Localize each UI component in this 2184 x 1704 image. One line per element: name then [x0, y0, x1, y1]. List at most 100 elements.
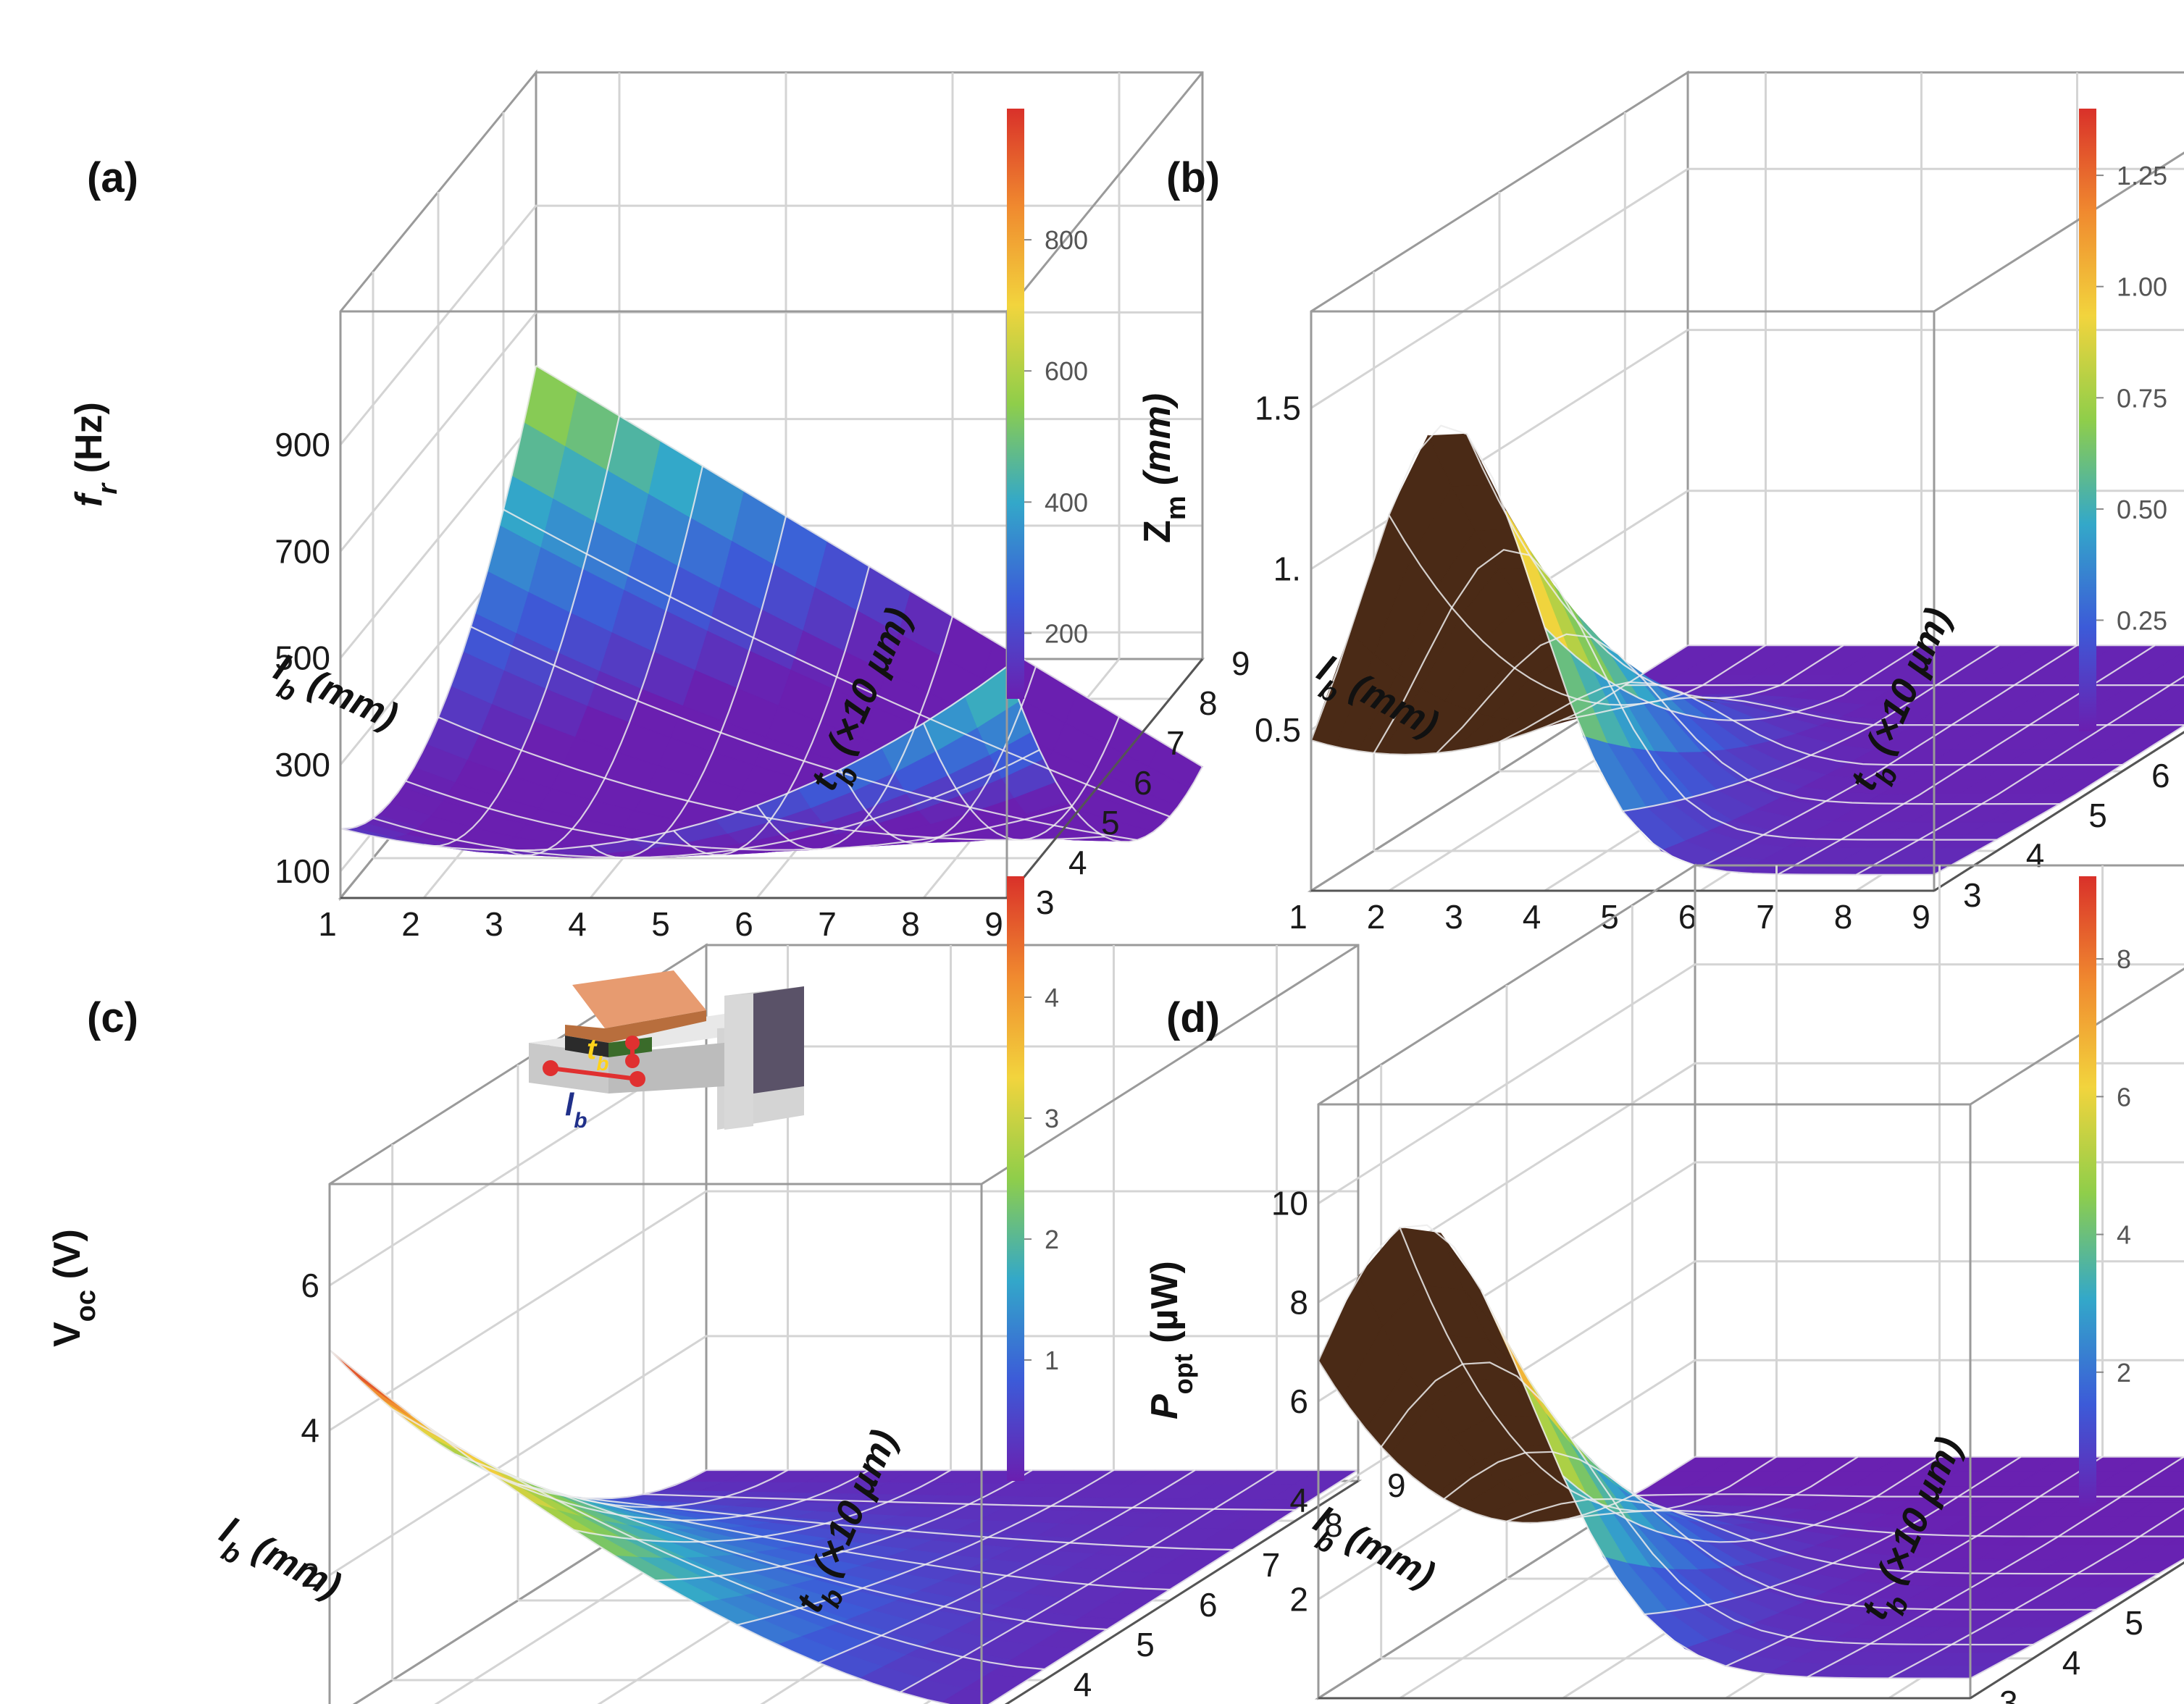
z-tick-label: 0.5	[1255, 711, 1301, 749]
inset-tb-marker-top	[625, 1036, 640, 1050]
z-tick-label: 1.	[1273, 550, 1301, 588]
x-tick-label: 4	[1523, 898, 1541, 936]
z-tick-label: 2	[301, 1556, 319, 1594]
z-tick-label: 10	[1271, 1185, 1308, 1222]
panel-d-colorbar: 2 4 6 8	[2079, 876, 2131, 1510]
grid-line-z	[1318, 1359, 2184, 1600]
colorbar-tick-label: 6	[2117, 1082, 2131, 1112]
inset-lb-marker-right	[629, 1071, 645, 1087]
panel-d-zlabel: Popt (µW)	[1144, 1261, 1198, 1419]
colorbar-tick-label: 1	[1045, 1346, 1059, 1375]
colorbar-tick-label: 0.25	[2117, 605, 2167, 635]
inset-beam	[565, 1036, 608, 1057]
panel-d-tick-labels: 1234567893456789246810	[1271, 1185, 2143, 1704]
surface-patch	[2176, 1482, 2184, 1487]
colorbar-tick-label: 600	[1045, 356, 1088, 386]
inset-lb-dimension	[550, 1066, 638, 1081]
colorbar-tick-label: 4	[2117, 1220, 2131, 1250]
mesh-line-y	[438, 716, 1105, 841]
panel-a-surface	[340, 365, 1203, 859]
y-tick-label: 5	[1136, 1626, 1155, 1663]
panel-d-front-edges	[1317, 968, 2184, 1700]
z-tick-label: 8	[1289, 1283, 1308, 1321]
mesh-line-y	[1499, 681, 2122, 766]
z-tick-label: 2	[1289, 1580, 1308, 1618]
panel-c-xlabel: lb (mm)	[207, 1509, 348, 1619]
panel-d-label: (d)	[1166, 994, 1220, 1041]
x-tick-label: 5	[1600, 898, 1619, 936]
panel-c-surface	[329, 1349, 1360, 1704]
mesh-line-y	[1443, 1451, 2096, 1611]
x-tick-label: 1	[1289, 898, 1308, 936]
y-tick-label: 3	[1999, 1684, 2018, 1704]
mesh-line-y	[470, 626, 1138, 841]
colorbar-tick-label: 4	[1045, 983, 1059, 1012]
colorbar-bar	[2079, 876, 2096, 1510]
colorbar-bar	[2079, 109, 2096, 731]
panel-c-label: (c)	[87, 994, 138, 1041]
y-tick-label: 5	[2125, 1604, 2143, 1642]
inset-block-side	[724, 994, 753, 1130]
mesh-line-y	[580, 1497, 1233, 1551]
grid-line-z	[329, 1335, 1358, 1577]
mesh-line-y	[503, 508, 1171, 818]
panel-b-front-edges	[1310, 151, 2184, 892]
y-axis-line	[1933, 731, 2184, 892]
y-tick-label: 4	[2062, 1644, 2081, 1682]
device-inset: tb lb	[529, 970, 804, 1133]
colorbar-bar	[1007, 876, 1024, 1481]
x-tick-label: 3	[1444, 898, 1463, 936]
mesh-line-y	[1380, 1361, 2033, 1646]
x-tick-label: 7	[1756, 898, 1775, 936]
colorbar-bar	[1007, 109, 1024, 699]
mesh-line-y	[1506, 1498, 2159, 1575]
mesh-line-y	[643, 1493, 1296, 1511]
y-tick-label: 5	[1101, 804, 1120, 841]
panel-a-xlabel: lb (mm)	[263, 647, 404, 750]
y-tick-label: 7	[1262, 1546, 1281, 1584]
back-wall-rear	[1686, 71, 2184, 653]
colorbar-tick-label: 1.25	[2117, 161, 2167, 190]
inset-tb-marker-bottom	[625, 1054, 640, 1068]
panel-b-tick-labels: 12345678934567890.51.1.5	[1255, 389, 2170, 936]
inset-lb-label: lb	[565, 1087, 587, 1133]
panel-c: 1234567893456789246 (c) Voc (V) lb (mm) …	[46, 876, 1406, 1704]
mesh-line-y	[1317, 1224, 1971, 1679]
inset-proof-mass	[572, 970, 706, 1028]
x-tick-label: 9	[1912, 898, 1930, 936]
panel-b-label: (b)	[1166, 154, 1220, 201]
z-tick-label: 6	[301, 1267, 319, 1304]
panel-b-colorbar: 0.25 0.50 0.75 1.00 1.25	[2079, 109, 2167, 731]
panel-a-colorbar: 200 400 600 800	[1007, 109, 1088, 699]
y-tick-label: 6	[1134, 764, 1152, 802]
y-tick-label: 7	[1166, 724, 1185, 762]
colorbar-tick-label: 2	[2117, 1358, 2131, 1388]
box-edge	[1970, 968, 2184, 1106]
colorbar-tick-label: 200	[1045, 618, 1088, 648]
mesh-line-y	[517, 1483, 1171, 1591]
y-axis-line	[1970, 1561, 2184, 1700]
y-tick-label: 5	[2088, 797, 2107, 834]
y-tick-label: 8	[1324, 1506, 1343, 1544]
panel-d-xlabel: lb (mm)	[1301, 1498, 1442, 1608]
x-tick-label: 3	[485, 905, 503, 943]
grid-line-z	[329, 1190, 1358, 1432]
y-tick-label: 3	[1036, 884, 1055, 921]
x-tick-label: 6	[1678, 898, 1697, 936]
colorbar-tick-label: 8	[2117, 944, 2131, 974]
x-tick-label: 7	[818, 905, 837, 943]
z-tick-label: 6	[1289, 1382, 1308, 1420]
inset-block-dark-side	[753, 986, 804, 1094]
mesh-line-y	[340, 666, 1008, 852]
box-edge	[1933, 151, 2184, 313]
x-tick-label: 6	[735, 905, 753, 943]
surface-patch	[2169, 651, 2184, 661]
y-axis-line	[1005, 658, 1204, 899]
mesh-line-y	[405, 780, 1073, 851]
y-tick-label: 3	[1963, 876, 1982, 914]
box-edge	[1005, 72, 1204, 312]
y-tick-label: 8	[1199, 684, 1218, 722]
